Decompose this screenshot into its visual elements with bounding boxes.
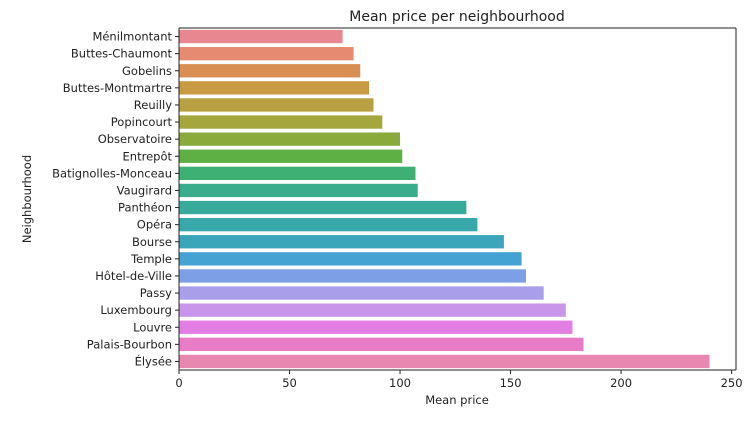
y-tick-label: Hôtel-de-Ville	[95, 269, 172, 283]
y-tick-label: Élysée	[135, 353, 172, 368]
y-tick-label: Reuilly	[134, 98, 172, 112]
y-tick-label: Vaugirard	[117, 183, 172, 197]
x-tick-label: 0	[175, 376, 182, 390]
y-tick-label: Panthéon	[118, 201, 172, 215]
bar	[179, 252, 522, 266]
x-tick-label: 50	[282, 376, 297, 390]
bar	[179, 354, 710, 369]
chart-title: Mean price per neighbourhood	[349, 9, 564, 25]
y-tick-label: Louvre	[133, 320, 172, 334]
y-axis-label: Neighbourhood	[20, 155, 34, 243]
y-tick-label: Gobelins	[122, 64, 172, 78]
x-tick-label: 150	[500, 376, 522, 390]
bar	[179, 303, 566, 317]
y-axis-ticks: Ménilmontant Buttes-Chaumont Gobelins Butte…	[52, 30, 179, 368]
bar	[179, 286, 544, 300]
x-axis-label: Mean price	[425, 393, 489, 407]
bar	[179, 166, 416, 181]
bar	[179, 81, 370, 95]
y-tick-label: Temple	[130, 252, 172, 266]
x-tick-label: 250	[721, 376, 743, 390]
y-tick-label: Passy	[140, 286, 172, 300]
y-tick-label: Popincourt	[111, 115, 173, 129]
x-axis-ticks: 0 50 100 150 200 250	[175, 370, 743, 390]
bar	[179, 98, 374, 112]
y-tick-label: Luxembourg	[100, 303, 172, 317]
bar	[179, 115, 383, 129]
bar	[179, 217, 478, 232]
bar	[179, 337, 584, 352]
y-tick-label: Entrepôt	[123, 149, 173, 163]
y-tick-label: Buttes-Montmartre	[63, 81, 172, 95]
bar	[179, 320, 573, 334]
y-tick-label: Buttes-Chaumont	[71, 47, 173, 61]
bars-group	[179, 29, 710, 369]
bar	[179, 132, 401, 146]
bar	[179, 29, 343, 44]
y-tick-label: Bourse	[132, 235, 172, 249]
bar	[179, 235, 504, 249]
bar	[179, 46, 354, 61]
bar	[179, 200, 467, 215]
y-tick-label: Opéra	[137, 218, 172, 232]
bar	[179, 64, 361, 78]
y-tick-label: Ménilmontant	[92, 30, 172, 44]
y-tick-label: Observatoire	[98, 132, 172, 146]
bar	[179, 269, 527, 283]
x-tick-label: 200	[610, 376, 632, 390]
bar	[179, 149, 403, 163]
x-tick-label: 100	[389, 376, 411, 390]
y-tick-label: Batignolles-Monceau	[52, 166, 172, 180]
bar	[179, 183, 418, 198]
y-tick-label: Palais-Bourbon	[87, 337, 172, 351]
